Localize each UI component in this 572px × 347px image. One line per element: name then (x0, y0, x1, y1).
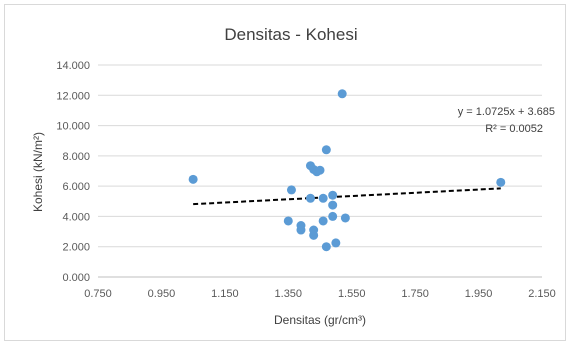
x-tick-label: 1.550 (338, 288, 366, 300)
data-point (328, 190, 338, 200)
x-tick-label: 0.950 (148, 288, 176, 300)
data-point (337, 89, 347, 99)
data-point (188, 174, 198, 184)
x-tick-label: 1.950 (465, 288, 493, 300)
y-tick-label: 8.000 (62, 151, 90, 163)
data-point (328, 200, 338, 210)
x-axis-label: Densitas (gr/cm³) (274, 313, 366, 327)
data-point (321, 242, 331, 252)
x-tick-label: 1.350 (275, 288, 303, 300)
gridlines (98, 64, 542, 248)
data-point (305, 193, 315, 203)
data-point (318, 193, 328, 203)
data-point (496, 177, 506, 187)
trendline (193, 187, 501, 206)
data-point (315, 165, 325, 175)
y-tick-label: 0.000 (62, 272, 90, 284)
chart-area (4, 4, 566, 341)
data-point (321, 145, 331, 155)
y-tick-label: 12.000 (56, 90, 90, 102)
data-point (340, 213, 350, 223)
data-point (318, 216, 328, 226)
tick-labels: 0.000 2.000 4.000 6.000 8.000 10.000 12.000 14.… (56, 60, 555, 300)
chart-title: Densitas - Kohesi (224, 25, 357, 44)
y-tick-label: 2.000 (62, 242, 90, 254)
y-tick-label: 14.000 (56, 60, 90, 72)
trendline-r2-label: R² = 0.0052 (485, 123, 543, 135)
trendline-layer (193, 187, 501, 206)
trendline-equation-label: y = 1.0725x + 3.685 (458, 106, 555, 118)
data-point (296, 225, 306, 235)
x-tick-label: 0.750 (84, 288, 112, 300)
data-point (328, 211, 338, 221)
x-tick-label: 1.750 (401, 288, 429, 300)
data-point (309, 225, 319, 235)
data-point (286, 185, 296, 195)
data-point (283, 216, 293, 226)
y-tick-label: 4.000 (62, 211, 90, 223)
x-tick-label: 2.150 (528, 288, 556, 300)
y-axis-label: Kohesi (kN/m²) (31, 132, 45, 212)
y-tick-label: 10.000 (56, 121, 90, 133)
data-points (188, 89, 506, 252)
data-point (331, 238, 341, 248)
y-tick-label: 6.000 (62, 181, 90, 193)
x-tick-label: 1.150 (211, 288, 239, 300)
